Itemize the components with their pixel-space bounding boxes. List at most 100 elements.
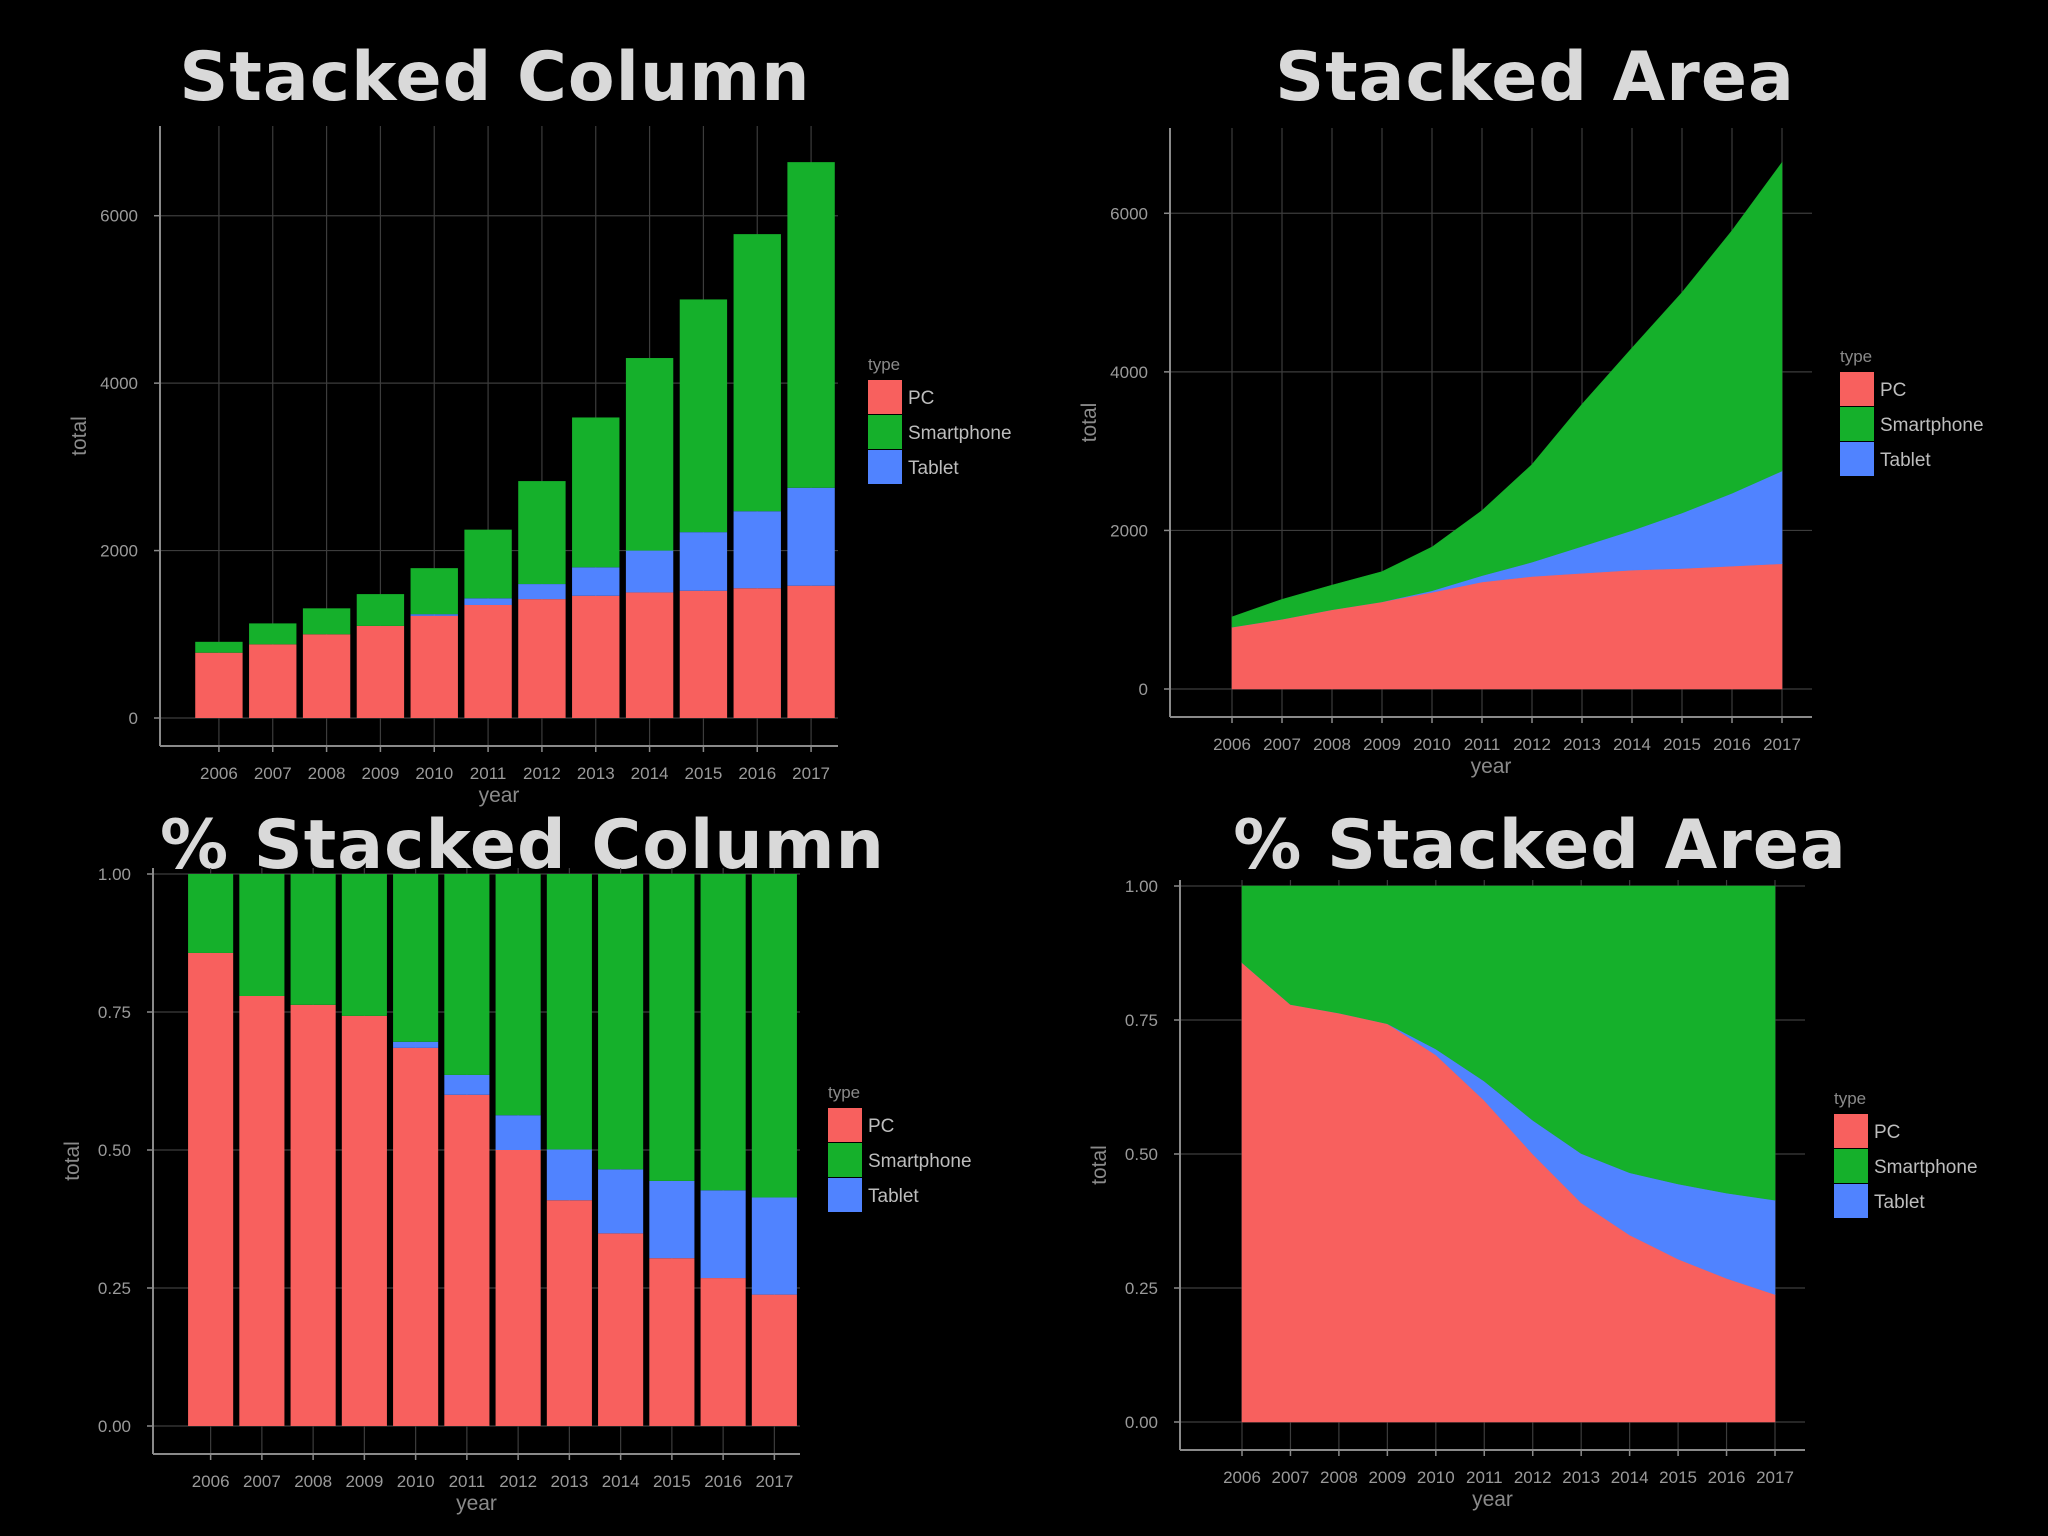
chart-3-x-tick-label-2006: 2006: [192, 1472, 230, 1491]
chart-1-bar-smartphone-2016: [733, 234, 781, 512]
chart-3-bar-smartphone-2010: [393, 874, 439, 1042]
chart-4-legend-label-pc: PC: [1874, 1122, 1900, 1143]
chart-3-y-tick-label-2: 0.50: [98, 1141, 131, 1160]
chart-2-x-tick-label-2012: 2012: [1513, 735, 1551, 754]
chart-4-x-tick-label-2006: 2006: [1223, 1468, 1261, 1487]
chart-3-bar-smartphone-2016: [700, 874, 746, 1191]
chart-4-legend-swatch-tablet: [1834, 1184, 1868, 1218]
chart-3-bar-smartphone-2006: [188, 874, 234, 953]
chart-3-legend-swatch-smartphone: [828, 1143, 862, 1177]
chart-3-x-tick-label-2007: 2007: [243, 1472, 281, 1491]
chart-2-x-tick-label-2007: 2007: [1263, 735, 1301, 754]
chart-1-legend-label-tablet: Tablet: [908, 458, 959, 479]
chart-3-y-tick-label-4: 1.00: [98, 865, 131, 884]
chart-4-legend-swatch-smartphone: [1834, 1149, 1868, 1183]
chart-1-x-tick-label-2015: 2015: [685, 764, 723, 783]
chart-1-bar-pc-2016: [733, 588, 781, 718]
chart-2-x-tick-label-2017: 2017: [1763, 735, 1801, 754]
chart-3-x-tick-label-2014: 2014: [602, 1472, 640, 1491]
chart-3-y-tick-label-0: 0.00: [98, 1417, 131, 1436]
chart-3-bar-pc-2009: [341, 1015, 387, 1426]
chart-2-x-axis-title: year: [1471, 755, 1512, 778]
chart-1-legend-label-pc: PC: [908, 388, 934, 409]
chart-1-bar-tablet-2015: [679, 532, 728, 591]
chart-2-y-tick-label-3: 6000: [1110, 204, 1148, 223]
chart-3-x-tick-label-2012: 2012: [499, 1472, 537, 1491]
chart-3-bar-pc-2011: [444, 1094, 490, 1426]
chart-1-y-tick-label-0: 0: [129, 709, 138, 728]
chart-3-bar-smartphone-2008: [290, 874, 336, 1005]
chart-1-bar-tablet-2016: [733, 511, 781, 589]
chart-3-bar-pc-2008: [290, 1004, 336, 1426]
chart-2-y-tick-label-0: 0: [1139, 680, 1148, 699]
chart-1-bar-pc-2012: [518, 599, 566, 718]
chart-1-x-tick-label-2010: 2010: [415, 764, 453, 783]
chart-4-x-tick-label-2014: 2014: [1611, 1468, 1649, 1487]
chart-4-legend-label-smartphone: Smartphone: [1874, 1157, 1978, 1178]
chart-1-y-tick-label-1: 2000: [100, 542, 138, 561]
chart-3-x-tick-label-2016: 2016: [704, 1472, 742, 1491]
chart-1-x-tick-label-2006: 2006: [200, 764, 238, 783]
chart-3-y-axis-title: total: [61, 1141, 84, 1181]
chart-3-x-axis-title: year: [456, 1492, 497, 1515]
chart-3-x-tick-label-2017: 2017: [755, 1472, 793, 1491]
chart-2-x-tick-label-2008: 2008: [1313, 735, 1351, 754]
chart-1-bar-pc-2008: [302, 634, 351, 718]
chart-1-bar-pc-2013: [572, 595, 620, 718]
chart-4-legend-label-tablet: Tablet: [1874, 1192, 1925, 1213]
chart-2-legend-swatch-tablet: [1840, 442, 1874, 476]
chart-2-x-tick-label-2006: 2006: [1213, 735, 1251, 754]
title-stacked-column: Stacked Column: [179, 38, 811, 117]
chart-3-bar-pc-2007: [239, 995, 285, 1426]
chart-3-legend-title: type: [828, 1083, 860, 1102]
chart-4-area-smartphone: [1241, 885, 1776, 1201]
chart-2-legend-label-smartphone: Smartphone: [1880, 415, 1984, 436]
chart-4-x-tick-label-2007: 2007: [1272, 1468, 1310, 1487]
chart-1-bar-smartphone-2009: [356, 594, 405, 626]
chart-1-bar-tablet-2010: [410, 614, 458, 616]
chart-3-legend-label-smartphone: Smartphone: [868, 1151, 972, 1172]
chart-1-bar-pc-2014: [625, 592, 674, 718]
chart-3-bar-pc-2015: [649, 1258, 695, 1426]
chart-3-x-tick-label-2013: 2013: [550, 1472, 588, 1491]
chart-3-x-tick-label-2010: 2010: [397, 1472, 435, 1491]
chart-3-bar-tablet-2014: [598, 1169, 644, 1234]
chart-1-bar-smartphone-2007: [249, 623, 297, 645]
chart-1-bar-smartphone-2017: [787, 162, 835, 488]
chart-1-y-tick-label-2: 4000: [100, 374, 138, 393]
chart-1-bar-smartphone-2012: [518, 481, 566, 585]
chart-2-x-tick-label-2011: 2011: [1464, 735, 1501, 754]
chart-4-x-tick-label-2008: 2008: [1320, 1468, 1358, 1487]
chart-1-bar-smartphone-2010: [410, 568, 458, 615]
chart-3-bar-smartphone-2009: [341, 874, 387, 1016]
chart-3-bar-smartphone-2013: [546, 874, 592, 1150]
chart-1-bar-tablet-2014: [625, 550, 674, 593]
chart-4-y-tick-label-2: 0.50: [1125, 1145, 1158, 1164]
chart-1-legend-swatch-smartphone: [868, 415, 902, 449]
chart-3-bar-smartphone-2014: [598, 874, 644, 1170]
chart-1-x-axis-title: year: [479, 784, 520, 807]
chart-2-x-tick-label-2014: 2014: [1613, 735, 1651, 754]
chart-3-y-tick-label-3: 0.75: [98, 1003, 131, 1022]
chart-3-bar-tablet-2015: [649, 1180, 695, 1259]
chart-3-x-tick-label-2011: 2011: [449, 1472, 486, 1491]
chart-3-bar-tablet-2012: [495, 1115, 541, 1150]
chart-1-x-tick-label-2016: 2016: [738, 764, 776, 783]
chart-2-x-tick-label-2015: 2015: [1663, 735, 1701, 754]
chart-1-bar-pc-2006: [195, 652, 243, 718]
chart-1-bar-smartphone-2015: [679, 299, 728, 533]
chart-3-x-tick-label-2015: 2015: [653, 1472, 691, 1491]
chart-3-bar-tablet-2011: [444, 1074, 490, 1095]
chart-2-x-tick-label-2016: 2016: [1713, 735, 1751, 754]
chart-3-bar-pc-2013: [546, 1200, 592, 1426]
chart-1-bar-smartphone-2011: [464, 529, 512, 599]
chart-1-bar-pc-2010: [410, 615, 458, 718]
chart-3-bar-tablet-2013: [546, 1149, 592, 1201]
chart-3-bar-tablet-2010: [393, 1041, 439, 1048]
chart-2-y-tick-label-1: 2000: [1110, 521, 1148, 540]
chart-1-bar-tablet-2012: [518, 584, 566, 600]
chart-3-bar-tablet-2017: [751, 1197, 797, 1295]
chart-4-x-tick-label-2009: 2009: [1368, 1468, 1406, 1487]
chart-4-x-tick-label-2010: 2010: [1417, 1468, 1455, 1487]
chart-1-bar-tablet-2017: [787, 487, 835, 586]
